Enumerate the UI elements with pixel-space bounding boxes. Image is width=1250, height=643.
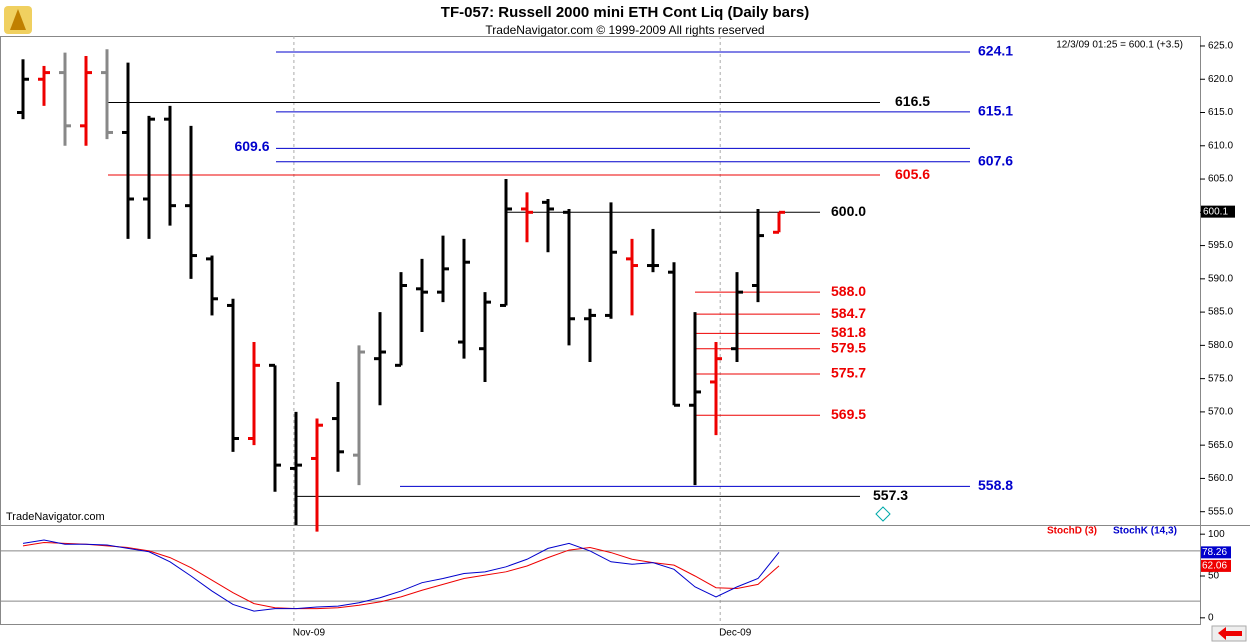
y-tick-label: 585.0 — [1208, 307, 1233, 318]
info: 12/3/09 01:25 = 600.1 (+3.5) — [1056, 40, 1183, 51]
level-label: 581.8 — [831, 324, 866, 340]
plot-frame — [0, 36, 1201, 625]
y-tick-label: 595.0 — [1208, 240, 1233, 251]
logo — [4, 6, 32, 34]
y-tick-label: 575.0 — [1208, 373, 1233, 384]
y-tick-label: 590.0 — [1208, 273, 1233, 284]
y-tick-label: 620.0 — [1208, 74, 1233, 85]
level-label: 579.5 — [831, 339, 866, 355]
x-tick-label: Dec-09 — [719, 628, 752, 639]
y-tick-label: 0 — [1208, 612, 1214, 623]
value-box-label: 78.26 — [1202, 547, 1227, 558]
level-label: 624.1 — [978, 43, 1013, 59]
y-tick-label: 565.0 — [1208, 440, 1233, 451]
watermark: TradeNavigator.com — [6, 511, 105, 523]
value-box-label: 62.06 — [1202, 561, 1227, 572]
y-tick-label: 555.0 — [1208, 506, 1233, 517]
y-tick-label: 580.0 — [1208, 340, 1233, 351]
legend-entry: StochD (3) — [1047, 526, 1097, 537]
level-label: 569.5 — [831, 406, 866, 422]
chart-subtitle: TradeNavigator.com © 1999-2009 All right… — [485, 23, 764, 37]
chart-title: TF-057: Russell 2000 mini ETH Cont Liq (… — [441, 4, 809, 21]
y-tick-label: 610.0 — [1208, 140, 1233, 151]
level-label: 588.0 — [831, 283, 866, 299]
level-label: 558.8 — [978, 477, 1013, 493]
y-tick-label: 570.0 — [1208, 407, 1233, 418]
level-label: 584.7 — [831, 305, 866, 321]
x-tick-label: Nov-09 — [293, 628, 326, 639]
level-label: 615.1 — [978, 103, 1013, 119]
value-box — [1201, 546, 1231, 559]
scroll-button[interactable] — [1211, 625, 1247, 642]
y-tick-label: 605.0 — [1208, 174, 1233, 185]
marker-icon — [875, 506, 891, 522]
last-price-label: 600.1 — [1203, 206, 1228, 217]
level-label: 609.6 — [234, 138, 269, 154]
y-tick-label: 615.0 — [1208, 107, 1233, 118]
level-label: 557.3 — [873, 487, 908, 503]
level-label: 575.7 — [831, 365, 866, 381]
stoch-line — [22, 539, 780, 612]
y-tick-label: 50 — [1208, 571, 1220, 582]
legend-entry: StochK (14,3) — [1113, 526, 1177, 537]
level-label: 607.6 — [978, 152, 1013, 168]
level-label: 605.6 — [895, 166, 930, 182]
value-box — [1201, 559, 1231, 572]
y-tick-label: 100 — [1208, 529, 1225, 540]
y-tick-label: 560.0 — [1208, 473, 1233, 484]
y-tick-label: 625.0 — [1208, 41, 1233, 52]
last-price-box — [1201, 205, 1235, 218]
level-label: 616.5 — [895, 93, 930, 109]
level-label: 600.0 — [831, 203, 866, 219]
